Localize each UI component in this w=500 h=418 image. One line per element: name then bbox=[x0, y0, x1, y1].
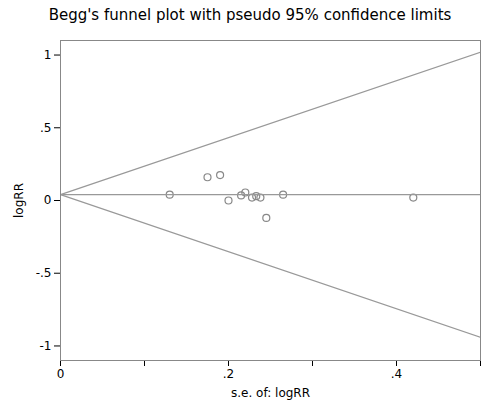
html-text:Begg's funnel plot with pseudo: Begg's funnel plot with pseudo 95% confi… bbox=[48, 6, 452, 24]
svg-text:.5: .5 bbox=[40, 121, 51, 135]
svg-text:-1: -1 bbox=[40, 339, 52, 353]
svg-text:0: 0 bbox=[57, 367, 65, 381]
svg-text:s.e. of: logRR: s.e. of: logRR bbox=[231, 386, 310, 400]
svg-text:.4: .4 bbox=[391, 367, 402, 381]
svg-text:logRR: logRR bbox=[12, 183, 26, 218]
svg-text:-.5: -.5 bbox=[36, 266, 52, 280]
svg-text:.2: .2 bbox=[223, 367, 234, 381]
svg-text:0: 0 bbox=[44, 193, 52, 207]
svg-text:1: 1 bbox=[44, 48, 52, 62]
